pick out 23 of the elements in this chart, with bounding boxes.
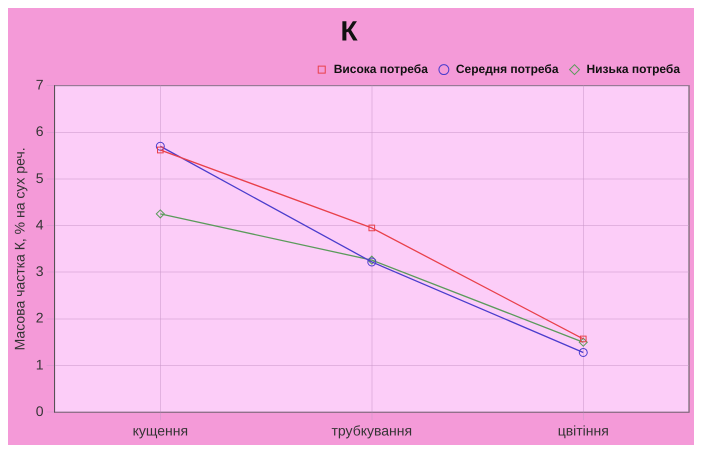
- x-tick-label: кущення: [132, 422, 188, 438]
- point: [578, 348, 588, 357]
- y-tick-label: 2: [36, 310, 44, 326]
- y-tick-label: 5: [36, 170, 44, 186]
- point: [578, 338, 588, 347]
- x-tick-label: трубкування: [331, 422, 412, 438]
- x-tick-label: цвітіння: [558, 422, 609, 438]
- y-tick-label: 6: [36, 123, 44, 140]
- legend-label: Висока потреба: [334, 62, 428, 76]
- y-tick-label: 3: [36, 263, 44, 280]
- point: [156, 142, 165, 151]
- y-tick-label: 4: [36, 216, 44, 232]
- y-tick-label: 0: [36, 403, 44, 420]
- legend-label: Середня потреба: [456, 62, 559, 76]
- point: [368, 224, 376, 232]
- point: [156, 209, 165, 218]
- point: [580, 336, 587, 342]
- y-tick-label: 7: [36, 76, 44, 92]
- point: [156, 146, 164, 154]
- chart-title: К: [340, 16, 358, 47]
- y-axis-title: Масова частка К, % на сух реч.: [11, 147, 28, 350]
- y-tick-label: 1: [36, 356, 44, 372]
- legend-label: Низька потреба: [586, 62, 680, 76]
